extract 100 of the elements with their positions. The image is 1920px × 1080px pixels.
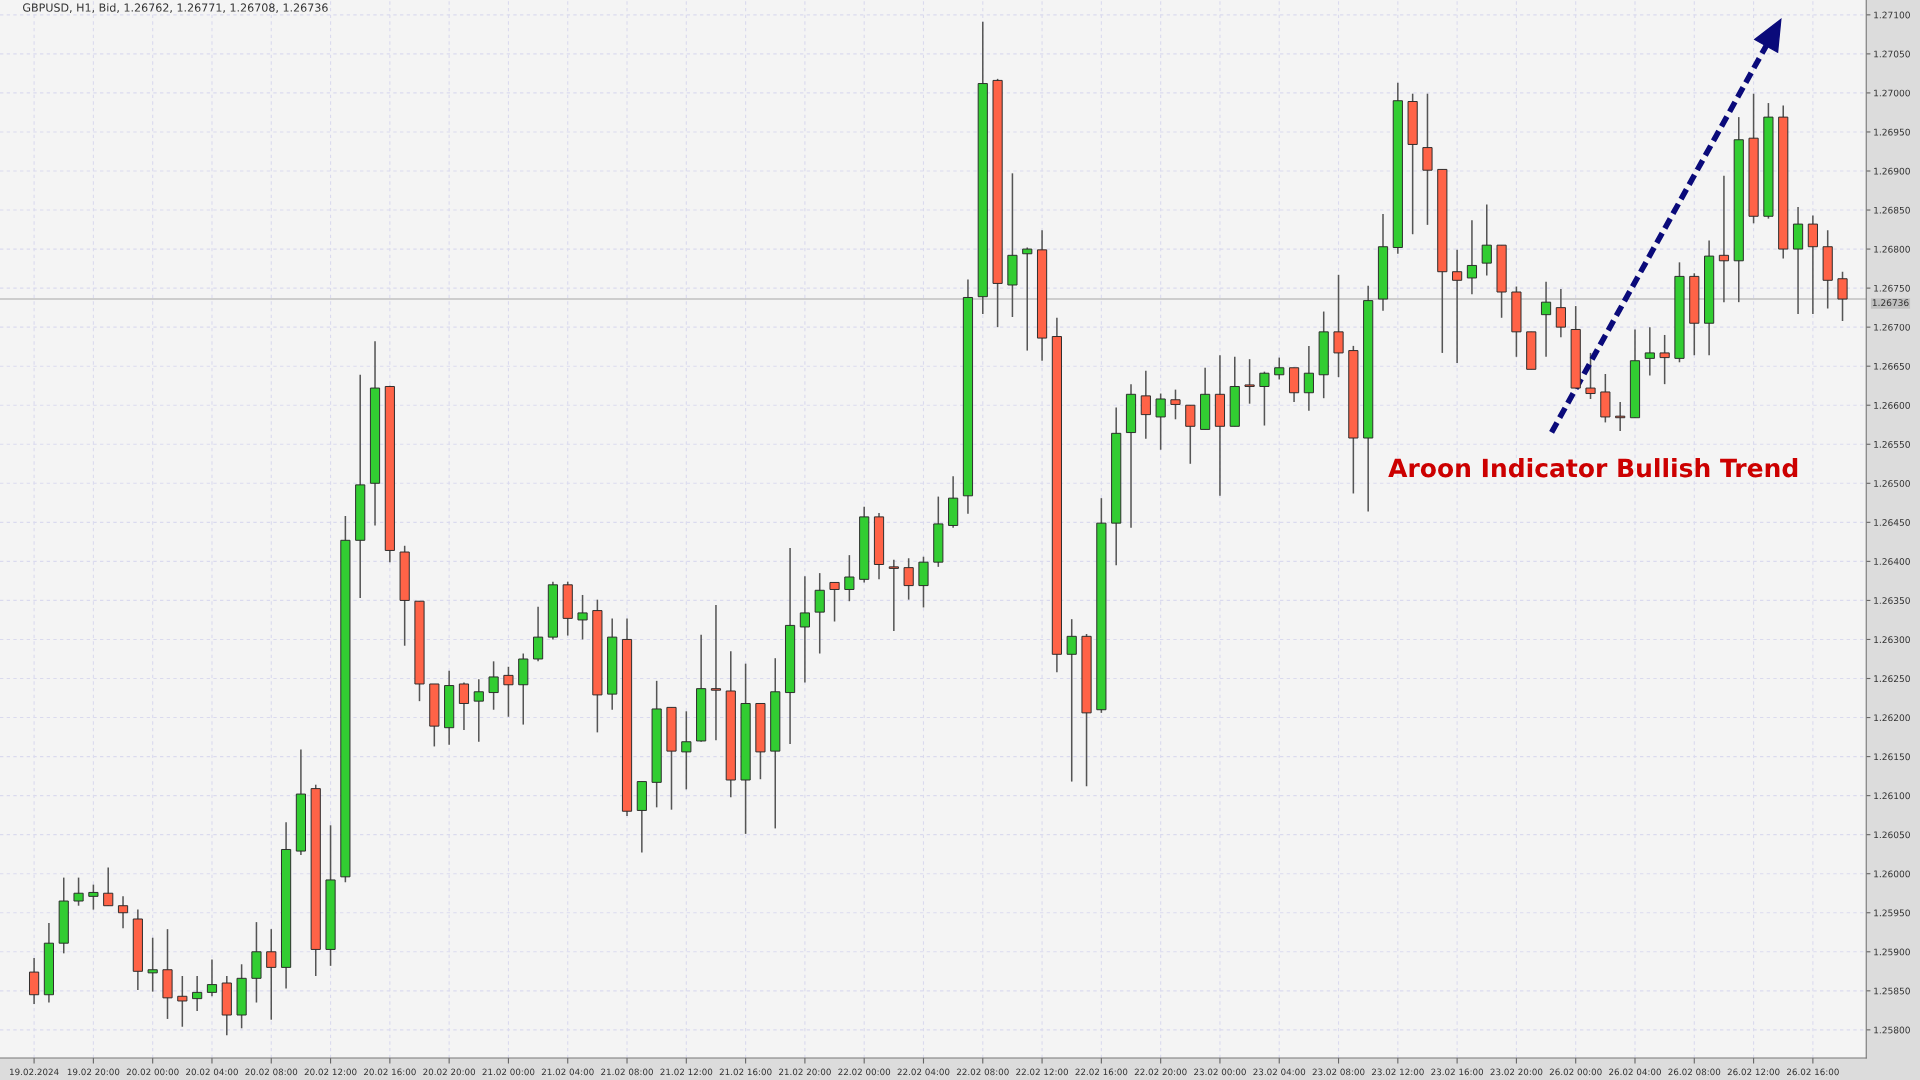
- y-tick-label: 1.26350: [1874, 597, 1910, 604]
- candlestick: [710, 604, 722, 741]
- x-tick-label: 23.02 12:00: [1371, 1068, 1424, 1076]
- x-tick-label: 19.02 20:00: [67, 1068, 120, 1076]
- candlestick: [192, 975, 203, 1012]
- candlestick: [1585, 352, 1596, 400]
- candlestick: [1837, 270, 1848, 322]
- x-tick-label: 26.02 00:00: [1549, 1068, 1602, 1076]
- candlestick: [1303, 345, 1314, 412]
- candlestick: [266, 928, 277, 1021]
- x-tick-label: 22.02 16:00: [1075, 1068, 1128, 1076]
- candlestick: [1170, 388, 1181, 421]
- candlestick: [918, 555, 929, 609]
- y-tick-label: 1.26050: [1874, 831, 1910, 839]
- x-tick-label: 22.02 04:00: [897, 1068, 950, 1076]
- candlestick: [577, 594, 588, 641]
- candlestick: [888, 559, 899, 632]
- y-tick-label: 1.26750: [1874, 284, 1910, 292]
- ref-line-label: 1.26736: [1872, 299, 1909, 307]
- candlestick: [1452, 249, 1463, 364]
- candlestick: [1481, 203, 1492, 277]
- y-tick-label: 1.26500: [1874, 480, 1910, 487]
- y-tick-label: 1.26300: [1874, 636, 1910, 644]
- candlestick: [681, 710, 692, 791]
- candlestick: [1140, 370, 1151, 440]
- y-tick-label: 1.26850: [1874, 206, 1910, 214]
- candlestick: [1274, 356, 1285, 381]
- y-tick-label: 1.26450: [1874, 519, 1910, 526]
- candlestick: [1718, 174, 1730, 303]
- candlestick: [73, 876, 84, 907]
- candlestick: [103, 866, 114, 907]
- x-tick-label: 21.02 16:00: [719, 1068, 772, 1076]
- chart-title: GBPUSD, H1, Bid, 1.26762, 1.26771, 1.26708, 1.26736: [23, 3, 328, 13]
- candlestick: [829, 581, 840, 623]
- x-tick-label: 22.02 08:00: [956, 1068, 1009, 1076]
- candlestick: [473, 678, 484, 743]
- x-tick-label: 21.02 00:00: [482, 1068, 535, 1076]
- x-tick-label: 23.02 04:00: [1253, 1068, 1306, 1076]
- candlestick: [799, 575, 810, 684]
- y-tick-label: 1.27000: [1874, 89, 1910, 97]
- y-tick-label: 1.26200: [1874, 714, 1910, 722]
- candlestick: [1555, 288, 1566, 339]
- candlestick: [1644, 326, 1655, 377]
- y-tick-label: 1.26400: [1874, 558, 1910, 565]
- y-tick-label: 1.26150: [1874, 753, 1910, 761]
- candlestick: [29, 957, 40, 1005]
- y-tick-label: 1.26800: [1874, 245, 1910, 253]
- candlestick: [844, 554, 855, 602]
- candlestick: [206, 958, 218, 998]
- x-tick-label: 20.02 16:00: [363, 1068, 416, 1076]
- x-tick-label: 22.02 12:00: [1016, 1068, 1069, 1076]
- x-tick-label: 23.02 00:00: [1194, 1068, 1246, 1076]
- candlestick: [1185, 404, 1196, 465]
- candlestick: [1659, 334, 1670, 385]
- x-tick-label: 20.02 12:00: [304, 1068, 357, 1076]
- y-tick-label: 1.26900: [1874, 167, 1910, 175]
- candlestick: [88, 883, 99, 911]
- annotation: Aroon Indicator Bullish Trend: [1388, 458, 1798, 478]
- candlestick: [488, 660, 499, 711]
- candlestick: [903, 557, 914, 601]
- candlestick: [1333, 274, 1344, 378]
- x-tick-label: 23.02 08:00: [1312, 1068, 1365, 1076]
- candlestick: [1022, 246, 1033, 352]
- y-tick-label: 1.26700: [1874, 323, 1910, 331]
- candlestick: [1422, 92, 1433, 226]
- x-tick-label: 26.02 08:00: [1668, 1068, 1721, 1076]
- x-tick-label: 20.02 08:00: [245, 1068, 298, 1076]
- x-tick-label: 21.02 12:00: [660, 1068, 713, 1076]
- candlestick: [1244, 358, 1255, 405]
- y-tick-label: 1.26100: [1874, 792, 1910, 800]
- x-tick-label: 20.02 20:00: [423, 1068, 476, 1076]
- x-tick-label: 21.02 08:00: [601, 1068, 653, 1076]
- y-tick-label: 1.27100: [1874, 11, 1910, 19]
- x-tick-label: 20.02 00:00: [126, 1068, 179, 1076]
- candlestick: [1466, 219, 1478, 296]
- candlestick: [1066, 618, 1077, 783]
- x-tick-label: 26.02 16:00: [1786, 1068, 1839, 1076]
- y-tick-label: 1.27050: [1874, 50, 1910, 58]
- y-tick-label: 1.25900: [1874, 948, 1910, 956]
- y-tick-label: 1.26950: [1874, 128, 1910, 136]
- x-tick-label: 23.02 20:00: [1490, 1068, 1543, 1076]
- candlestick: [117, 895, 129, 930]
- y-tick-label: 1.26250: [1874, 675, 1910, 683]
- candlestick: [814, 572, 825, 655]
- candlestick: [533, 605, 544, 663]
- x-tick-label: 22.02 00:00: [838, 1068, 891, 1076]
- candlestick: [147, 936, 158, 993]
- x-tick-label: 22.02 20:00: [1134, 1068, 1187, 1076]
- x-tick-label: 26.02 12:00: [1727, 1068, 1780, 1076]
- x-tick-label: 21.02 20:00: [779, 1068, 831, 1076]
- candlestick: [458, 681, 470, 731]
- candlestick: [1807, 214, 1818, 315]
- y-tick-label: 1.25950: [1874, 909, 1910, 917]
- y-tick-label: 1.25850: [1874, 987, 1910, 995]
- x-tick-label: 19.02.2024: [10, 1068, 59, 1076]
- x-tick-label: 23.02 16:00: [1431, 1068, 1484, 1076]
- x-tick-label: 21.02 04:00: [541, 1068, 594, 1076]
- candlestick: [1155, 392, 1166, 451]
- x-tick-label: 20.02 04:00: [186, 1068, 238, 1076]
- candlestick: [1259, 370, 1270, 427]
